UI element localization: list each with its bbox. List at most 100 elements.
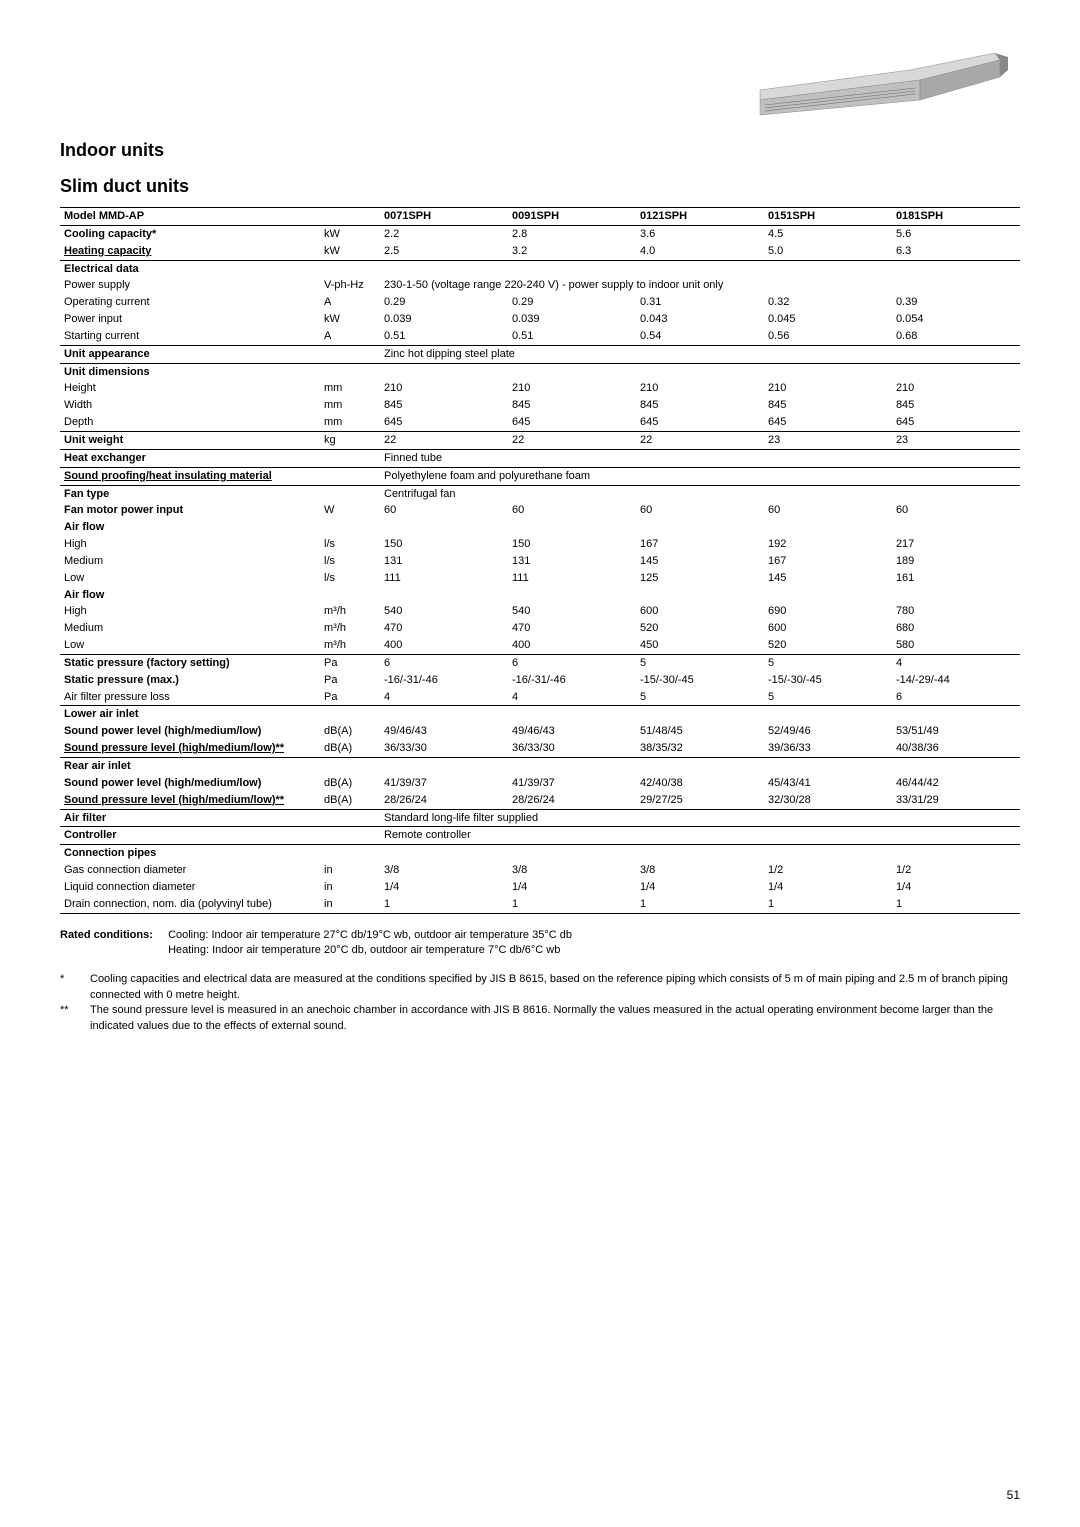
- table-cell: -14/-29/-44: [892, 672, 1020, 689]
- footnote1-text: Cooling capacities and electrical data a…: [90, 972, 1020, 1003]
- table-cell: 4: [892, 654, 1020, 671]
- table-cell: 150: [380, 536, 508, 553]
- table-cell: dB(A): [320, 775, 380, 792]
- table-cell: [636, 706, 764, 723]
- table-cell: 38/35/32: [636, 740, 764, 757]
- table-cell: [636, 519, 764, 536]
- table-cell: 0.51: [380, 328, 508, 345]
- table-cell: [380, 363, 508, 380]
- table-cell: Static pressure (factory setting): [60, 654, 320, 671]
- table-cell: kW: [320, 243, 380, 260]
- table-cell: 167: [636, 536, 764, 553]
- table-row: Rear air inlet: [60, 758, 1020, 775]
- table-cell: 1/4: [892, 879, 1020, 896]
- table-header-cell: 0091SPH: [508, 208, 636, 226]
- table-row: Sound pressure level (high/medium/low)**…: [60, 792, 1020, 809]
- table-row: Power inputkW0.0390.0390.0430.0450.054: [60, 311, 1020, 328]
- table-cell: 540: [508, 603, 636, 620]
- table-cell: dB(A): [320, 740, 380, 757]
- table-cell: A: [320, 294, 380, 311]
- table-cell: 60: [380, 502, 508, 519]
- table-cell: [320, 587, 380, 604]
- table-row: Highl/s150150167192217: [60, 536, 1020, 553]
- table-row: Drain connection, nom. dia (polyvinyl tu…: [60, 896, 1020, 913]
- table-cell: 1: [508, 896, 636, 913]
- table-cell: 40/38/36: [892, 740, 1020, 757]
- footnote1-mark: *: [60, 972, 90, 1003]
- table-cell: in: [320, 879, 380, 896]
- rated-conditions-label: Rated conditions:: [60, 928, 165, 943]
- table-cell: 111: [508, 570, 636, 587]
- table-cell: [508, 363, 636, 380]
- table-cell: 28/26/24: [380, 792, 508, 809]
- table-row: Static pressure (max.)Pa-16/-31/-46-16/-…: [60, 672, 1020, 689]
- table-cell: 4: [380, 689, 508, 706]
- table-cell: Depth: [60, 414, 320, 431]
- table-cell: 0.29: [380, 294, 508, 311]
- rated-conditions-line2: Heating: Indoor air temperature 20°C db,…: [168, 944, 560, 956]
- table-cell: -15/-30/-45: [764, 672, 892, 689]
- table-cell: Heating capacity: [60, 243, 320, 260]
- table-cell: [508, 519, 636, 536]
- table-row: Air filter Standard long-life filter supp…: [60, 809, 1020, 827]
- table-cell: 400: [508, 637, 636, 654]
- table-cell: Sound proofing/heat insulating material: [60, 467, 320, 485]
- table-cell: 600: [636, 603, 764, 620]
- rated-conditions: Rated conditions: Cooling: Indoor air te…: [60, 928, 1020, 959]
- table-cell: mm: [320, 414, 380, 431]
- table-header-cell: [320, 208, 380, 226]
- table-cell: 53/51/49: [892, 723, 1020, 740]
- table-cell: Width: [60, 397, 320, 414]
- table-header-cell: 0181SPH: [892, 208, 1020, 226]
- table-cell: [320, 758, 380, 775]
- table-cell: 845: [764, 397, 892, 414]
- table-cell: Low: [60, 570, 320, 587]
- table-row: Sound power level (high/medium/low)dB(A)…: [60, 723, 1020, 740]
- table-cell: Finned tube: [380, 449, 1020, 467]
- table-cell: [320, 345, 380, 363]
- table-row: Static pressure (factory setting)Pa66554: [60, 654, 1020, 671]
- table-cell: Sound power level (high/medium/low): [60, 775, 320, 792]
- table-cell: mm: [320, 380, 380, 397]
- table-cell: 4.0: [636, 243, 764, 260]
- table-cell: 125: [636, 570, 764, 587]
- table-cell: 49/46/43: [508, 723, 636, 740]
- table-cell: Medium: [60, 620, 320, 637]
- table-cell: Sound power level (high/medium/low): [60, 723, 320, 740]
- table-cell: Air filter: [60, 809, 320, 827]
- table-cell: Low: [60, 637, 320, 654]
- table-cell: 28/26/24: [508, 792, 636, 809]
- table-cell: 0.32: [764, 294, 892, 311]
- table-cell: [380, 845, 508, 862]
- table-row: Lowl/s111111125145161: [60, 570, 1020, 587]
- table-cell: 60: [892, 502, 1020, 519]
- table-cell: 145: [764, 570, 892, 587]
- table-cell: Standard long-life filter supplied: [380, 809, 1020, 827]
- rated-conditions-line1: Cooling: Indoor air temperature 27°C db/…: [168, 929, 572, 941]
- table-cell: 23: [764, 431, 892, 449]
- table-cell: 3.6: [636, 225, 764, 242]
- table-cell: [764, 845, 892, 862]
- table-row: Sound pressure level (high/medium/low)**…: [60, 740, 1020, 757]
- table-cell: Height: [60, 380, 320, 397]
- table-cell: 780: [892, 603, 1020, 620]
- table-row: Heating capacitykW2.53.24.05.06.3: [60, 243, 1020, 260]
- table-cell: Drain connection, nom. dia (polyvinyl tu…: [60, 896, 320, 913]
- table-row: Electrical data: [60, 260, 1020, 277]
- table-cell: Static pressure (max.): [60, 672, 320, 689]
- table-cell: [892, 758, 1020, 775]
- table-cell: 645: [764, 414, 892, 431]
- product-image: [740, 25, 1020, 130]
- table-cell: 111: [380, 570, 508, 587]
- table-cell: 41/39/37: [380, 775, 508, 792]
- table-cell: Electrical data: [60, 260, 320, 277]
- section-title: Indoor units: [60, 140, 1020, 161]
- table-cell: l/s: [320, 570, 380, 587]
- table-cell: 5: [764, 654, 892, 671]
- table-cell: 52/49/46: [764, 723, 892, 740]
- table-cell: 845: [380, 397, 508, 414]
- table-cell: [508, 758, 636, 775]
- table-cell: 2.5: [380, 243, 508, 260]
- table-cell: 600: [764, 620, 892, 637]
- table-cell: Air flow: [60, 519, 320, 536]
